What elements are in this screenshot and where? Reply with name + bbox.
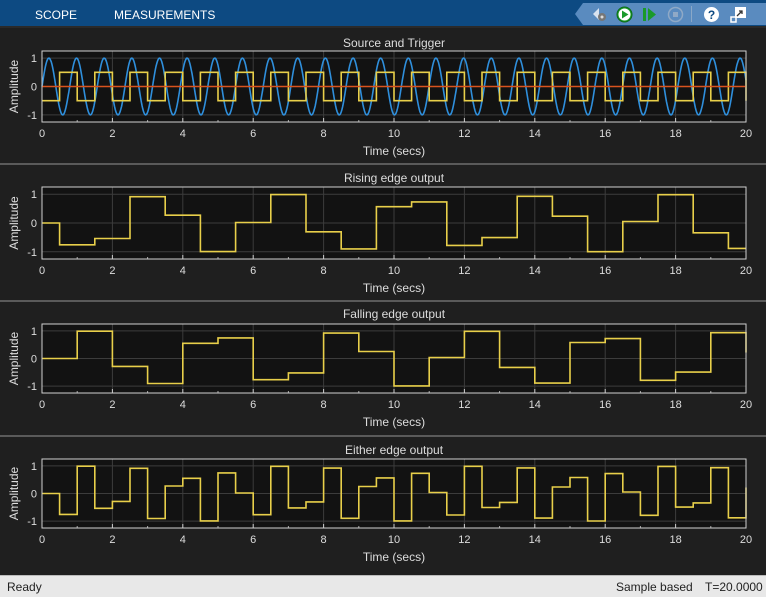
x-tick-label: 20	[740, 128, 752, 140]
y-tick-label: 1	[31, 53, 37, 65]
quick-access-toolbar: ?	[575, 3, 766, 25]
series-line-step	[42, 465, 747, 522]
x-tick-label: 14	[529, 265, 541, 277]
x-tick-label: 18	[669, 534, 681, 546]
x-tick-label: 0	[39, 265, 45, 277]
x-tick-label: 20	[740, 265, 752, 277]
plot-title: Falling edge output	[343, 307, 446, 321]
y-tick-label: 1	[31, 189, 37, 201]
y-tick-label: 0	[31, 354, 37, 366]
tab-measurements[interactable]: MEASUREMENTS	[114, 8, 216, 22]
x-tick-label: 2	[109, 534, 115, 546]
x-tick-label: 14	[529, 534, 541, 546]
tab-scope[interactable]: SCOPE	[35, 8, 78, 22]
x-tick-label: 10	[388, 265, 400, 277]
x-tick-label: 8	[321, 128, 327, 140]
y-tick-label: -1	[27, 110, 37, 122]
sim-time: T=20.0000	[705, 580, 763, 594]
y-tick-label: -1	[27, 516, 37, 528]
series-line-step	[42, 330, 747, 387]
settings-icon[interactable]	[591, 6, 608, 23]
x-tick-label: 16	[599, 399, 611, 411]
plot-title: Rising edge output	[344, 171, 445, 185]
sample-mode: Sample based	[616, 580, 693, 594]
svg-text:?: ?	[708, 8, 715, 22]
x-tick-label: 20	[740, 399, 752, 411]
axes-frame	[41, 186, 747, 260]
axes-frame	[41, 323, 747, 394]
x-tick-label: 4	[180, 265, 186, 277]
x-tick-label: 6	[250, 128, 256, 140]
x-tick-label: 18	[669, 265, 681, 277]
step-forward-icon[interactable]	[641, 6, 658, 23]
x-tick-label: 0	[39, 128, 45, 140]
y-tick-label: 0	[31, 218, 37, 230]
x-tick-label: 0	[39, 534, 45, 546]
x-tick-label: 10	[388, 128, 400, 140]
y-tick-label: 1	[31, 326, 37, 338]
series-line-sine	[41, 57, 747, 116]
y-tick-label: 0	[31, 489, 37, 501]
x-tick-label: 0	[39, 399, 45, 411]
x-tick-label: 14	[529, 399, 541, 411]
x-tick-label: 12	[458, 128, 470, 140]
x-tick-label: 12	[458, 534, 470, 546]
x-tick-label: 2	[109, 399, 115, 411]
x-tick-label: 2	[109, 128, 115, 140]
x-tick-label: 6	[250, 534, 256, 546]
help-icon[interactable]: ?	[703, 6, 720, 23]
x-tick-label: 4	[180, 128, 186, 140]
x-tick-label: 6	[250, 265, 256, 277]
series-line-square	[42, 71, 747, 102]
stop-icon[interactable]	[667, 6, 684, 23]
x-tick-label: 16	[599, 128, 611, 140]
x-axis-label: Time (secs)	[363, 281, 425, 295]
y-tick-label: -1	[27, 381, 37, 393]
y-tick-label: 1	[31, 461, 37, 473]
x-tick-label: 4	[180, 399, 186, 411]
run-icon[interactable]	[616, 6, 633, 23]
x-tick-label: 20	[740, 534, 752, 546]
x-tick-label: 8	[321, 399, 327, 411]
axes-frame	[41, 50, 747, 123]
x-tick-label: 6	[250, 399, 256, 411]
x-axis-label: Time (secs)	[363, 415, 425, 429]
x-tick-label: 18	[669, 128, 681, 140]
x-tick-label: 18	[669, 399, 681, 411]
y-axis-label: Amplitude	[7, 332, 21, 386]
y-axis-label: Amplitude	[7, 60, 21, 114]
y-axis-label: Amplitude	[7, 196, 21, 250]
x-tick-label: 14	[529, 128, 541, 140]
x-axis-label: Time (secs)	[363, 550, 425, 564]
x-tick-label: 10	[388, 534, 400, 546]
x-tick-label: 4	[180, 534, 186, 546]
y-tick-label: -1	[27, 247, 37, 259]
x-tick-label: 12	[458, 399, 470, 411]
x-axis-label: Time (secs)	[363, 144, 425, 158]
toolstrip: SCOPE MEASUREMENTS ?	[0, 0, 766, 28]
series-line-step	[42, 193, 746, 253]
x-tick-label: 2	[109, 265, 115, 277]
status-text: Ready	[7, 580, 42, 594]
axes-frame	[41, 458, 747, 529]
x-tick-label: 16	[599, 265, 611, 277]
undock-icon[interactable]	[730, 6, 747, 23]
toolbar-separator	[691, 6, 692, 22]
status-bar: Ready Sample based T=20.0000	[0, 575, 766, 597]
x-tick-label: 8	[321, 265, 327, 277]
x-tick-label: 16	[599, 534, 611, 546]
y-tick-label: 0	[31, 82, 37, 94]
y-axis-label: Amplitude	[7, 467, 21, 521]
plot-title: Either edge output	[345, 443, 444, 457]
x-tick-label: 10	[388, 399, 400, 411]
x-tick-label: 8	[321, 534, 327, 546]
x-tick-label: 12	[458, 265, 470, 277]
plot-title: Source and Trigger	[343, 36, 445, 50]
